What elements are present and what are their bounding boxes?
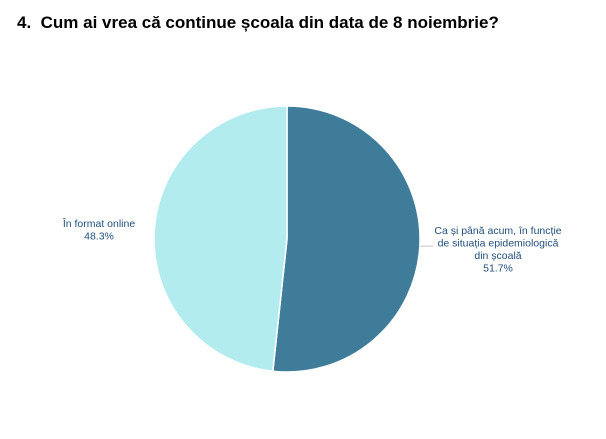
slice-category-label: din școală <box>474 250 521 262</box>
slice-category-label: de situația epidemiologică <box>438 238 559 250</box>
pie-slice-1 <box>271 105 421 373</box>
slice-label-1: Ca și până acum, în funcție de situația e… <box>434 225 561 275</box>
question-title: 4. Cum ai vrea că continue școala din da… <box>17 13 499 33</box>
slice-category-label: Ca și până acum, în funcție <box>434 225 561 237</box>
question-number: 4. <box>17 13 32 32</box>
slice-labels: Ca și până acum, în funcție de situația e… <box>62 217 562 275</box>
slice-value-label: 51.7% <box>483 263 513 275</box>
slice-category-label: În format online <box>62 217 136 230</box>
question-text: Cum ai vrea că continue școala din data … <box>40 13 499 32</box>
pie-slices <box>153 105 421 373</box>
slice-label-2: În format online 48.3% <box>62 217 136 243</box>
slice-value-label: 48.3% <box>84 231 114 243</box>
pie-slice-2 <box>153 105 288 373</box>
